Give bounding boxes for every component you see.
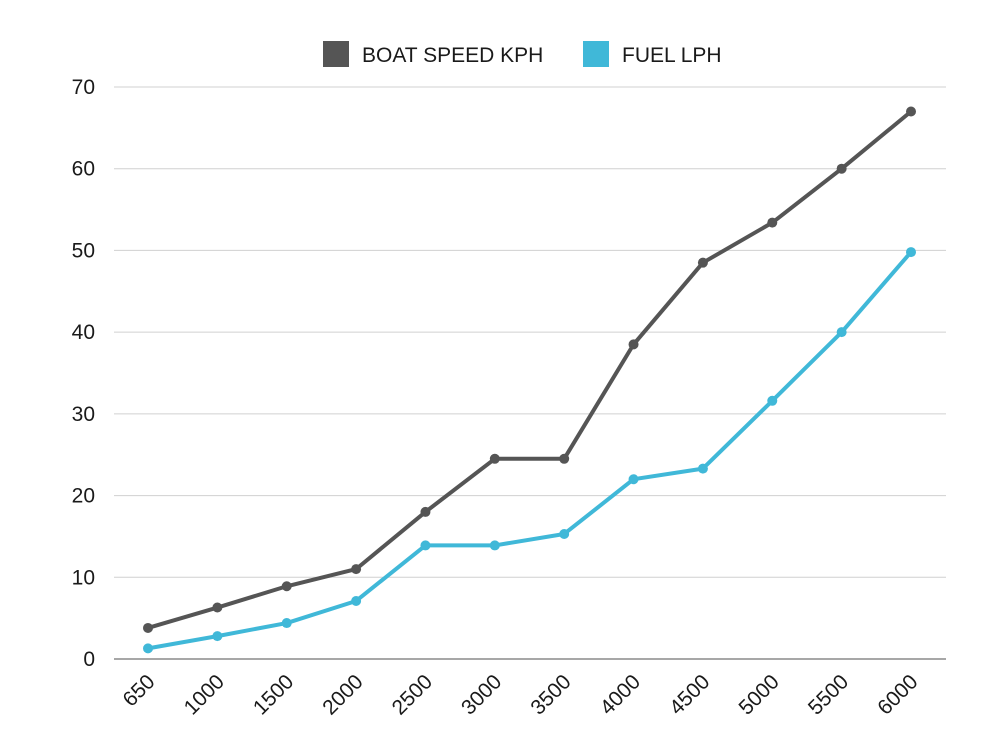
data-point — [351, 564, 362, 575]
data-point — [906, 247, 916, 258]
data-point — [697, 463, 708, 474]
x-tick-label: 650 — [118, 670, 159, 711]
y-tick-label: 10 — [72, 566, 95, 589]
x-tick-label: 2500 — [388, 670, 437, 719]
legend-swatch — [583, 41, 609, 67]
data-point — [143, 643, 153, 654]
y-tick-label: 70 — [72, 76, 95, 99]
x-axis-tick-labels: 650 1000 1500 2000 2500 3000 3500 4000 4500 5000 5… — [118, 670, 922, 719]
data-point — [628, 339, 639, 350]
y-axis-tick-labels: 0 10 20 30 40 50 60 70 — [72, 76, 95, 671]
data-point — [420, 506, 431, 517]
x-tick-label: 4000 — [596, 670, 645, 719]
y-tick-label: 20 — [72, 485, 95, 508]
x-tick-label: 1000 — [180, 670, 229, 719]
data-point — [281, 581, 292, 592]
data-point — [697, 257, 708, 268]
y-tick-label: 60 — [72, 158, 95, 181]
data-point — [351, 595, 362, 606]
series-line — [146, 109, 913, 630]
data-point — [767, 217, 778, 228]
legend-item: FUEL LPH — [583, 41, 722, 67]
data-point — [489, 540, 500, 551]
x-tick-label: 3000 — [457, 670, 506, 719]
data-point — [420, 540, 431, 551]
y-tick-label: 50 — [72, 239, 95, 262]
grid-lines — [114, 86, 946, 660]
data-point — [143, 622, 153, 633]
series-line — [146, 250, 913, 651]
data-point — [559, 528, 570, 539]
data-point — [212, 631, 223, 642]
data-point — [212, 602, 223, 613]
x-tick-label: 2000 — [318, 670, 367, 719]
y-tick-label: 40 — [72, 321, 95, 344]
x-tick-label: 4500 — [665, 670, 714, 719]
legend-item: BOAT SPEED KPH — [323, 41, 543, 67]
data-point — [836, 163, 847, 174]
y-tick-label: 0 — [83, 648, 95, 671]
x-tick-label: 6000 — [873, 670, 922, 719]
x-tick-label: 5000 — [735, 670, 784, 719]
x-tick-label: 3500 — [526, 670, 575, 719]
data-point — [628, 474, 639, 485]
series-0 — [143, 106, 916, 633]
data-point — [767, 395, 778, 406]
data-point — [836, 327, 847, 338]
legend-label: BOAT SPEED KPH — [362, 44, 543, 67]
y-tick-label: 30 — [72, 403, 95, 426]
legend-label: FUEL LPH — [622, 44, 722, 67]
x-tick-label: 1500 — [249, 670, 298, 719]
series-lines — [143, 106, 916, 654]
data-point — [281, 618, 292, 629]
legend: BOAT SPEED KPH FUEL LPH — [323, 41, 722, 67]
data-point — [906, 106, 916, 117]
data-point — [489, 453, 500, 464]
legend-swatch — [323, 41, 349, 67]
series-1 — [143, 247, 916, 654]
x-tick-label: 5500 — [804, 670, 853, 719]
data-point — [559, 453, 570, 464]
